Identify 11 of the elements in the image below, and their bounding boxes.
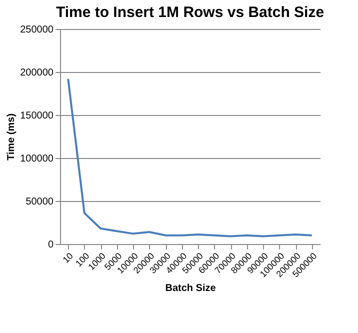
y-tick-label: 0: [48, 240, 54, 250]
y-tick-label: 200000: [20, 68, 54, 78]
line-series: [67, 78, 313, 238]
y-axis-title: Time (ms): [6, 113, 18, 161]
y-tick-label: 100000: [20, 154, 54, 164]
y-tick-label: 150000: [20, 110, 54, 122]
x-axis-title: Batch Size: [165, 283, 216, 294]
x-tick-label: 10: [60, 250, 75, 265]
y-tick-label: 50000: [26, 196, 54, 208]
chart-title: Time to Insert 1M Rows vs Batch Size: [56, 4, 324, 21]
y-tick-label: 250000: [20, 24, 54, 36]
